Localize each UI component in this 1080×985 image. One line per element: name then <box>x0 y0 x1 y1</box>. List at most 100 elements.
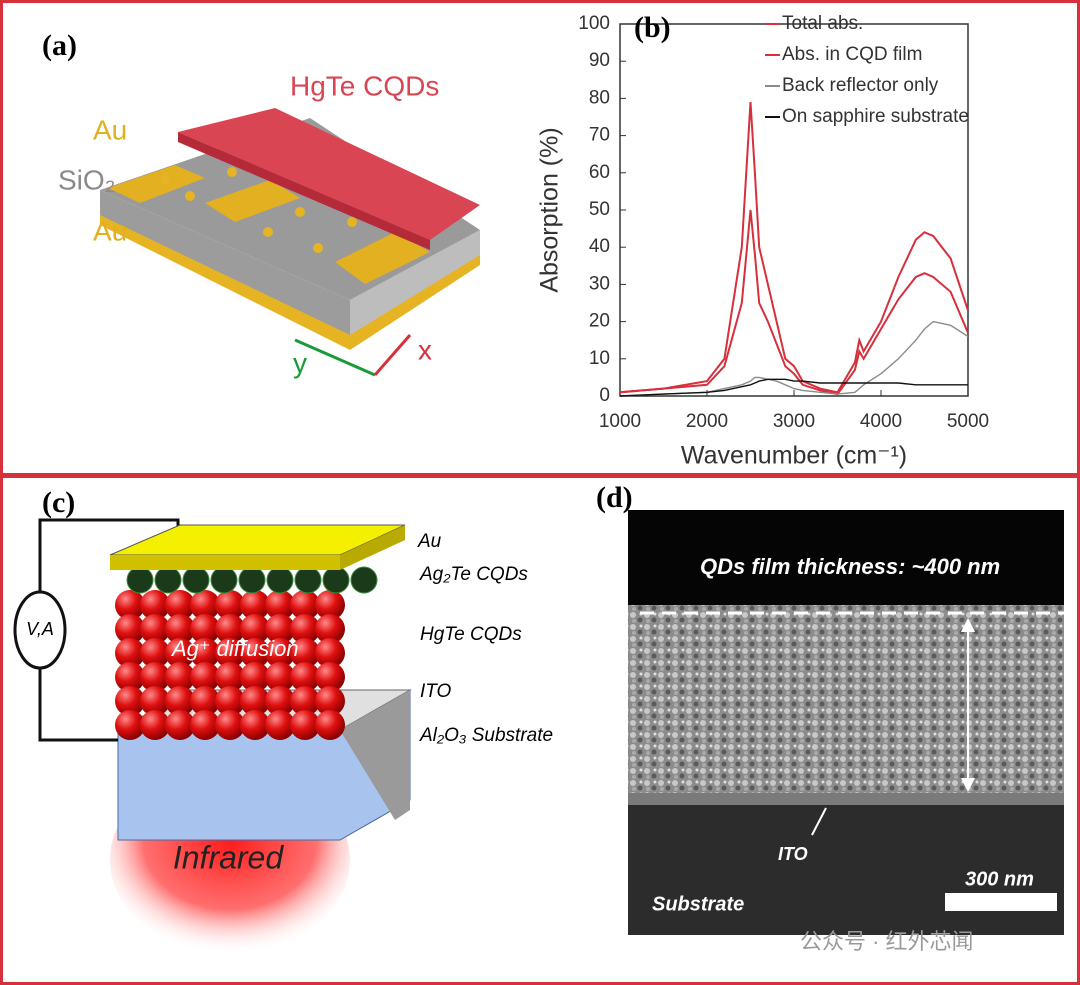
series-line <box>619 102 969 394</box>
decor-ball <box>115 614 145 644</box>
decor-ball <box>165 662 195 692</box>
decor-ball <box>215 662 245 692</box>
decor-ball <box>115 590 145 620</box>
panel-c <box>13 518 412 955</box>
x-tick-label: 4000 <box>860 411 902 432</box>
frame-bottom <box>0 475 1080 985</box>
decor-ball <box>265 614 295 644</box>
decor-ball <box>215 710 245 740</box>
decor-ball <box>115 686 145 716</box>
decor-ball <box>350 566 378 594</box>
panel-label: (d) <box>596 481 633 514</box>
label-thickness: QDs film thickness: ~400 nm <box>700 554 1000 579</box>
x-tick-label: 2000 <box>686 411 728 432</box>
y-tick-label: 40 <box>589 236 610 257</box>
x-axis-label: Wavenumber (cm⁻¹) <box>681 442 907 470</box>
label-ito: ITO <box>420 681 452 702</box>
decor-ball <box>190 614 220 644</box>
decor-ball <box>115 710 145 740</box>
decor-ball <box>115 662 145 692</box>
decor-ball <box>265 662 295 692</box>
y-tick-label: 90 <box>589 50 610 71</box>
decor-ball <box>140 686 170 716</box>
decor-ball <box>322 566 350 594</box>
decor-ball <box>140 590 170 620</box>
y-tick-label: 70 <box>589 125 610 146</box>
decor-ball <box>140 662 170 692</box>
panel-label: (b) <box>634 11 671 44</box>
decor-ball <box>190 686 220 716</box>
decor-ball <box>240 686 270 716</box>
axis-label: y <box>293 347 307 378</box>
label-substrate: Al₂O₃ Substrate <box>419 725 553 746</box>
decor-ball <box>290 638 320 668</box>
decor-ball <box>215 590 245 620</box>
label-substrate: Substrate <box>652 893 744 915</box>
series-line <box>619 209 969 396</box>
scale-bar-label: 300 nm <box>965 868 1034 890</box>
label-diffusion: Ag⁺ diffusion <box>170 636 299 661</box>
y-tick-label: 10 <box>589 348 610 369</box>
y-tick-label: 80 <box>589 87 610 108</box>
decor-ball <box>290 662 320 692</box>
decor-ball <box>190 638 220 668</box>
decor-ball <box>154 566 182 594</box>
decor-ball <box>315 686 345 716</box>
panel-a <box>100 108 480 377</box>
decor-ball <box>165 710 195 740</box>
axis-label: x <box>418 334 432 365</box>
panel-label: (c) <box>42 486 75 519</box>
decor-ball <box>165 614 195 644</box>
watermark: 公众号 · 红外芯闻 <box>800 929 974 954</box>
label-au: Au <box>93 114 127 145</box>
decor-ball <box>266 566 294 594</box>
label-sio2: SiO₂ <box>58 164 116 195</box>
decor-ball <box>140 638 170 668</box>
legend-label: Total abs. <box>782 13 863 34</box>
decor-ball <box>240 710 270 740</box>
decor-ball <box>126 566 154 594</box>
decor-ball <box>240 662 270 692</box>
decor-ball <box>190 590 220 620</box>
label-au: Au <box>93 215 127 246</box>
decor-ball <box>265 638 295 668</box>
decor-ball <box>165 590 195 620</box>
label-au: Au <box>417 531 442 552</box>
panel-d <box>628 510 1064 935</box>
y-tick-label: 20 <box>589 311 610 332</box>
legend-label: Abs. in CQD film <box>782 44 922 65</box>
decor-ball <box>315 590 345 620</box>
decor-ball <box>215 686 245 716</box>
decor-ball <box>240 638 270 668</box>
panel-label: (a) <box>42 29 77 62</box>
frame-top <box>0 0 1080 476</box>
decor-ball <box>140 710 170 740</box>
decor-ball <box>265 710 295 740</box>
y-tick-label: 30 <box>589 273 610 294</box>
decor-ball <box>215 614 245 644</box>
decor-ball <box>190 710 220 740</box>
y-tick-label: 50 <box>589 199 610 220</box>
decor-ball <box>290 614 320 644</box>
decor-ball <box>265 686 295 716</box>
decor-ball <box>294 566 322 594</box>
decor-ball <box>315 662 345 692</box>
decor-ball <box>165 686 195 716</box>
chart: 0 10 20 30 40 50 60 70 80 90 100 1000 2000 3000 4000 50… <box>536 13 990 470</box>
label-ito: ITO <box>778 844 808 864</box>
label-ag2te: Ag₂Te CQDs <box>419 564 528 585</box>
x-tick-label: 3000 <box>773 411 815 432</box>
decor-ball <box>290 686 320 716</box>
series-line <box>619 378 968 397</box>
label-infrared: Infrared <box>173 839 284 875</box>
label-hgte: HgTe CQDs <box>290 70 439 101</box>
y-tick-label: 60 <box>589 162 610 183</box>
legend-label: Back reflector only <box>782 75 939 96</box>
label-meter: V,A <box>26 619 54 639</box>
decor-ball <box>315 614 345 644</box>
legend-label: On sapphire substrate <box>782 106 969 127</box>
decor-ball <box>315 710 345 740</box>
decor-ball <box>240 614 270 644</box>
decor-ball <box>190 662 220 692</box>
